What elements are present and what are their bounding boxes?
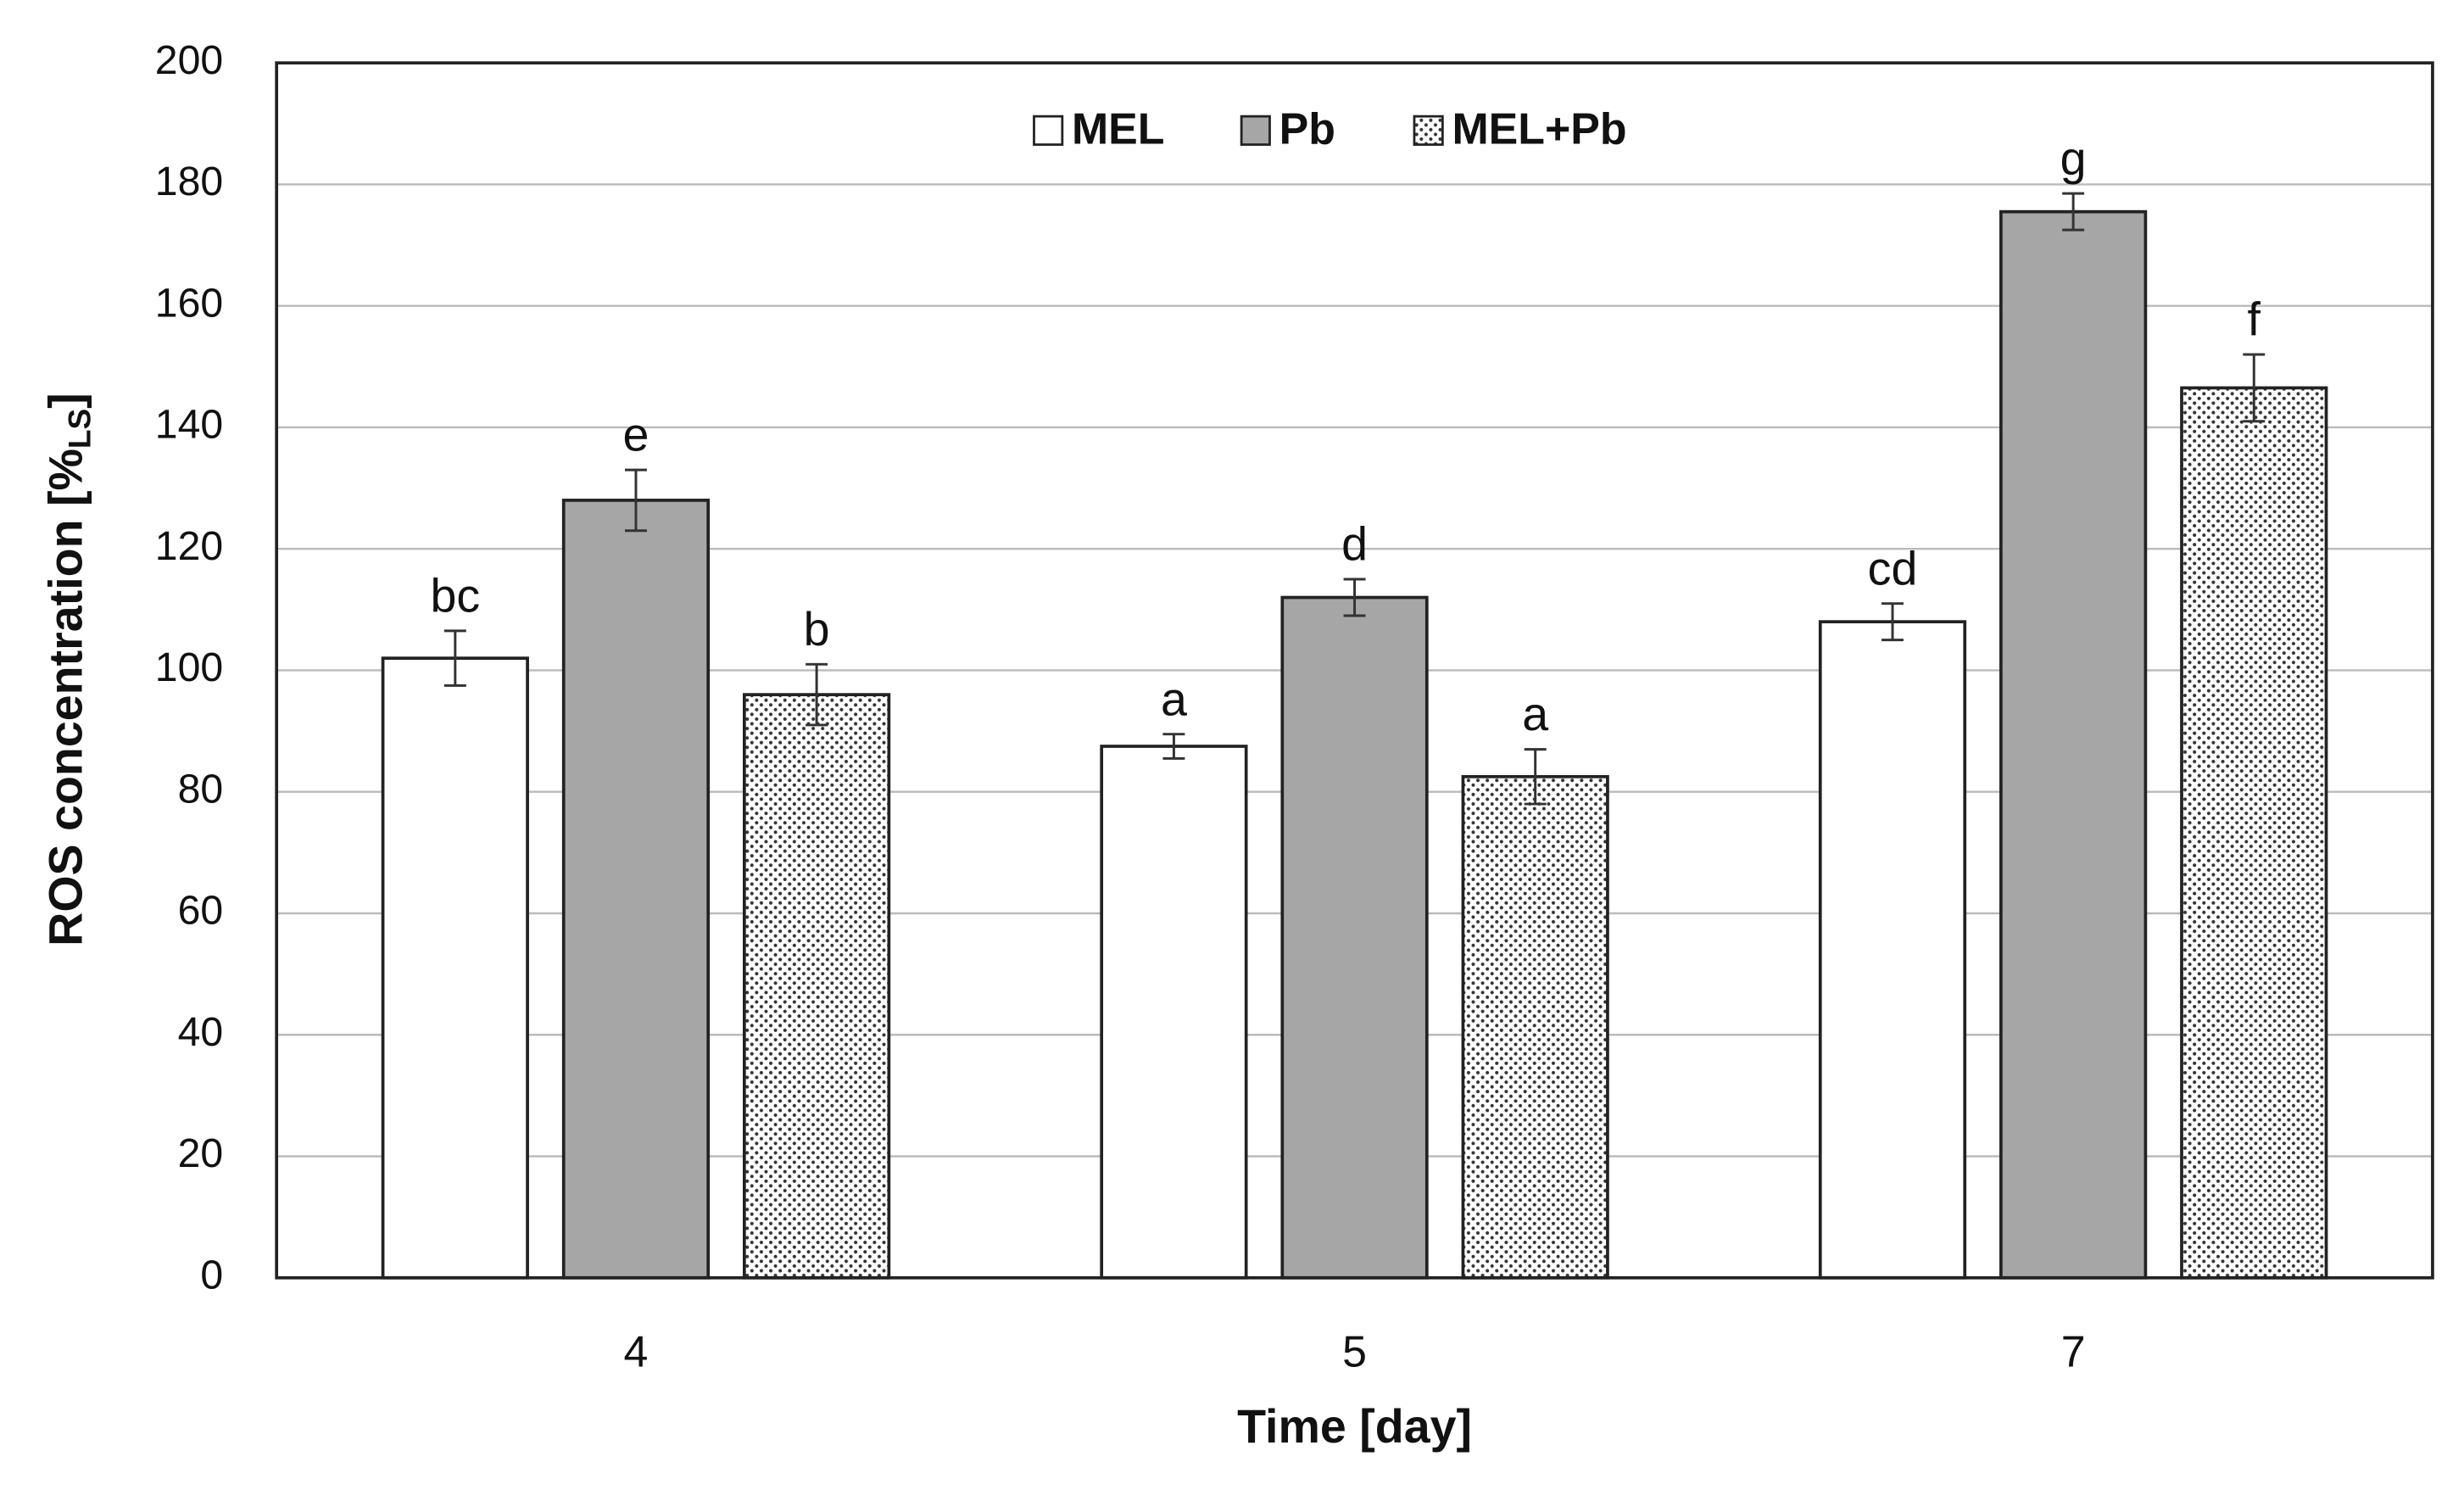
bar	[2180, 386, 2328, 1280]
bar	[381, 656, 529, 1280]
significance-label: f	[2248, 293, 2261, 346]
error-bar	[625, 468, 647, 533]
y-tick-label: 120	[155, 523, 223, 569]
plot-frame	[275, 61, 2434, 1280]
x-tick-label: 4	[624, 1326, 649, 1376]
significance-label: bc	[430, 570, 480, 622]
y-tick-label: 200	[155, 37, 223, 83]
y-tick-label: 100	[155, 645, 223, 690]
significance-label: a	[1522, 688, 1548, 740]
bar	[1999, 209, 2148, 1280]
error-bar	[1881, 602, 1904, 642]
y-tick-label: 160	[155, 280, 223, 326]
error-bar	[806, 662, 828, 727]
error-bar	[1162, 733, 1185, 760]
y-axis-label-part: ROS concentration [%	[39, 449, 92, 946]
y-tick-label: 20	[178, 1130, 224, 1176]
significance-label: a	[1161, 672, 1187, 725]
significance-label: d	[1341, 518, 1368, 571]
x-tick-label: 7	[2061, 1326, 2086, 1376]
legend-label: MEL+Pb	[1452, 103, 1626, 153]
y-axis-label: ROS concentration [%LS]	[39, 393, 97, 946]
error-bar	[1524, 748, 1547, 806]
y-tick-label: 180	[155, 159, 223, 204]
y-tick-label: 80	[178, 766, 224, 812]
error-bar	[443, 629, 466, 687]
error-bar	[1343, 578, 1366, 617]
bar	[743, 693, 891, 1280]
bar	[561, 499, 711, 1280]
legend-label: Pb	[1279, 103, 1335, 153]
legend-label: MEL	[1072, 103, 1164, 153]
legend-swatch	[1413, 114, 1444, 146]
y-axis-label-part: ]	[39, 393, 92, 409]
x-tick-label: 5	[1342, 1326, 1367, 1376]
bar	[1818, 620, 1967, 1280]
y-tick-label: 40	[178, 1009, 224, 1055]
bar	[1280, 595, 1429, 1280]
y-tick-label: 140	[155, 402, 223, 448]
significance-label: e	[623, 409, 649, 461]
y-tick-label: 0	[200, 1253, 223, 1298]
x-axis-label: Time [day]	[1237, 1400, 1472, 1453]
bar	[1100, 745, 1248, 1280]
legend-swatch	[1240, 114, 1271, 146]
legend-swatch	[1033, 114, 1064, 146]
significance-label: b	[804, 603, 830, 656]
bar	[1461, 774, 1609, 1280]
y-tick-label: 60	[178, 888, 224, 934]
error-bar	[2062, 192, 2085, 232]
significance-label: g	[2060, 132, 2087, 185]
error-bar	[2243, 353, 2266, 423]
significance-label: cd	[1868, 542, 1918, 594]
y-axis-label-sub: LS	[61, 409, 97, 449]
